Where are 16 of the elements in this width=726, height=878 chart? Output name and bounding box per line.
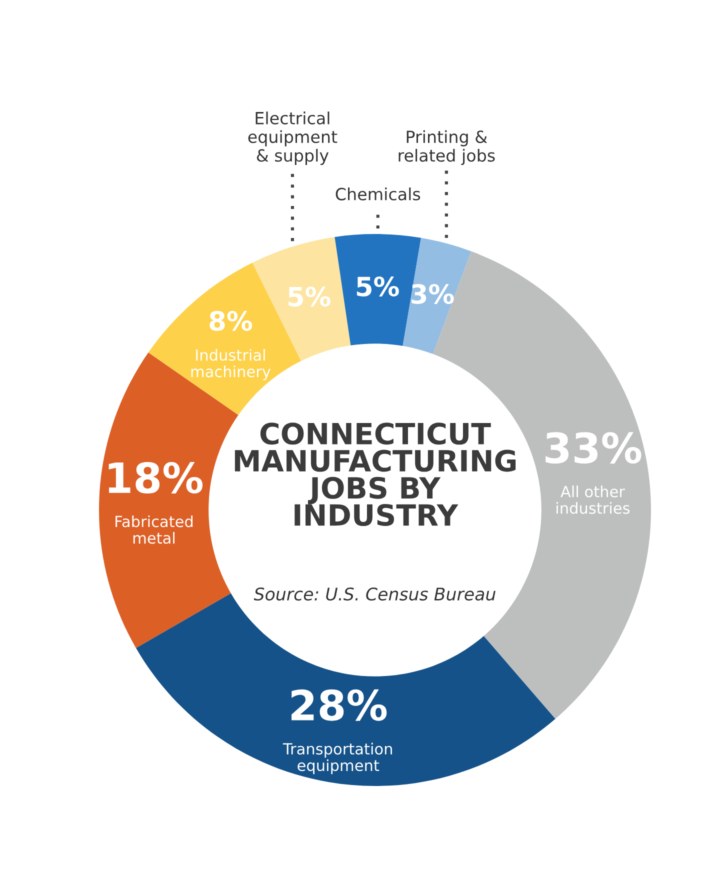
slice-label: Electrical equipment & supply [248,112,338,165]
text: CONNECTICUT MANUFACTURING JOBS BY INDUSTRY [234,422,516,526]
data-label: 18% [108,462,203,494]
slice-label: Transportation equipment [282,742,392,774]
slice-label: Industrial machinery [191,348,270,380]
slice-label: Fabricated metal [116,515,193,544]
data-label: 5% [288,286,330,307]
data-label: 5% [356,276,399,296]
slice-label: Printing & related jobs [398,130,495,165]
source-note: Source: U.S. Census Bureau [254,587,496,601]
data-label: 28% [292,689,387,721]
data-label: 8% [210,310,252,331]
data-label: 3% [412,284,454,304]
data-label: 33% [546,432,642,464]
slice-label: All other industries [556,486,630,514]
slice-label: Chemicals [336,188,420,200]
